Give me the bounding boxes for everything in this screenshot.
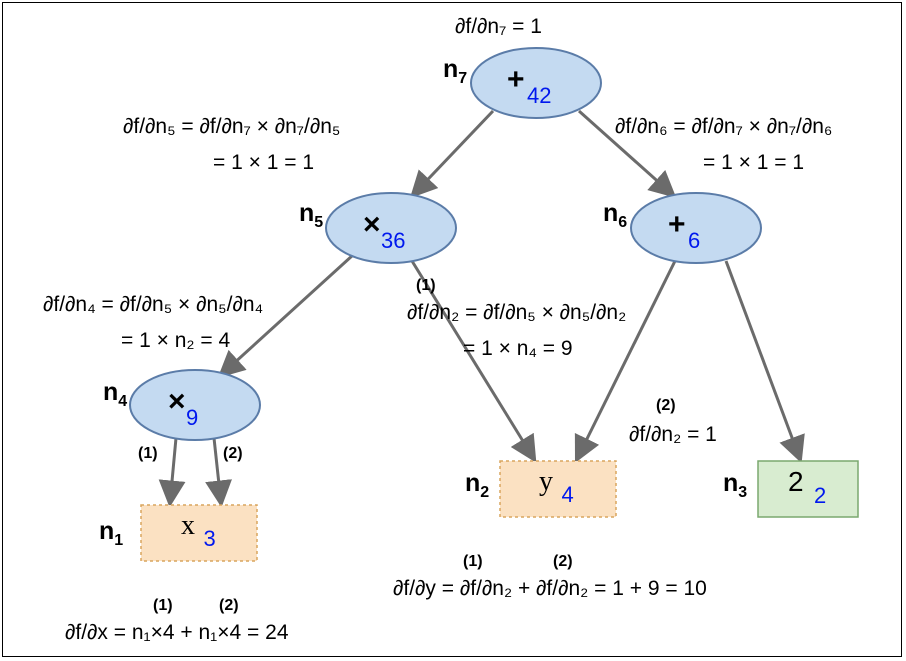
edge-n4-n1-a bbox=[170, 438, 176, 503]
label-n5: n5 bbox=[299, 199, 323, 232]
sup-y-2: (2) bbox=[553, 553, 573, 571]
eq-right1b: = 1 × 1 = 1 bbox=[703, 151, 804, 175]
node-n4-content: × 9 bbox=[168, 385, 202, 419]
eq-right2: ∂f/∂n₂ = 1 bbox=[629, 423, 717, 447]
eq-left2a: ∂f/∂n₄ = ∂f/∂n₅ × ∂n₅/∂n₄ bbox=[43, 293, 263, 317]
label-n3: n3 bbox=[723, 469, 747, 502]
sym-n3: 2 bbox=[788, 466, 804, 497]
sup-x-2: (2) bbox=[219, 597, 239, 615]
label-n7: n7 bbox=[443, 55, 467, 88]
val-n5: 36 bbox=[381, 228, 405, 253]
val-n1: 3 bbox=[203, 526, 215, 551]
op-n6: + bbox=[668, 208, 686, 241]
sym-n2: y bbox=[539, 466, 553, 497]
op-n7: + bbox=[507, 63, 525, 96]
val-n2: 4 bbox=[561, 482, 573, 507]
eq-right1a: ∂f/∂n₆ = ∂f/∂n₇ × ∂n₇/∂n₆ bbox=[615, 115, 832, 139]
eq-left2b: = 1 × n₂ = 4 bbox=[121, 329, 230, 353]
edge-n4-n1-b bbox=[214, 438, 221, 503]
label-n2: n2 bbox=[465, 469, 489, 502]
eq-left1b: = 1 × 1 = 1 bbox=[213, 151, 314, 175]
label-n6: n6 bbox=[603, 199, 627, 232]
edge-n7-n5 bbox=[413, 111, 493, 195]
node-n5-content: × 36 bbox=[363, 208, 409, 242]
sup-x-1: (1) bbox=[153, 597, 173, 615]
val-n6: 6 bbox=[688, 228, 700, 253]
diagram-frame: { "type": "tree", "background_color": "#… bbox=[2, 2, 902, 657]
sup-n4-2: (2) bbox=[223, 445, 243, 463]
sup-n6-2: (2) bbox=[656, 397, 676, 415]
op-n5: × bbox=[363, 208, 381, 241]
op-nodes bbox=[130, 48, 761, 440]
eq-boty: ∂f/∂y = ∂f/∂n₂ + ∂f/∂n₂ = 1 + 9 = 10 bbox=[393, 577, 707, 601]
op-n4: × bbox=[168, 385, 186, 418]
sup-n4-1: (1) bbox=[138, 445, 158, 463]
eq-left1a: ∂f/∂n₅ = ∂f/∂n₇ × ∂n₇/∂n₅ bbox=[123, 115, 340, 139]
eq-mid2b: = 1 × n₄ = 9 bbox=[463, 337, 573, 361]
sym-n1: x bbox=[181, 510, 195, 541]
val-n7: 42 bbox=[527, 83, 551, 108]
eq-mid2a: ∂f/∂n₂ = ∂f/∂n₅ × ∂n₅/∂n₂ bbox=[407, 301, 626, 325]
sup-n5-1: (1) bbox=[416, 277, 436, 295]
node-n2-content: y 4 bbox=[539, 466, 570, 498]
eq-top: ∂f/∂n₇ = 1 bbox=[455, 15, 542, 39]
node-n6-content: + 6 bbox=[668, 208, 702, 242]
node-n3-content: 2 2 bbox=[788, 466, 820, 498]
label-n1: n1 bbox=[99, 517, 123, 550]
leaf-nodes bbox=[141, 461, 858, 561]
sup-y-1: (1) bbox=[463, 553, 483, 571]
eq-botx: ∂f/∂x = n₁×4 + n₁×4 = 24 bbox=[65, 621, 289, 645]
node-n1-content: x 3 bbox=[181, 510, 212, 542]
node-n7-content: + 42 bbox=[507, 63, 553, 97]
edge-n6-n3 bbox=[726, 261, 800, 459]
label-n4: n4 bbox=[103, 378, 127, 411]
val-n3: 2 bbox=[814, 483, 826, 508]
val-n4: 9 bbox=[186, 405, 198, 430]
